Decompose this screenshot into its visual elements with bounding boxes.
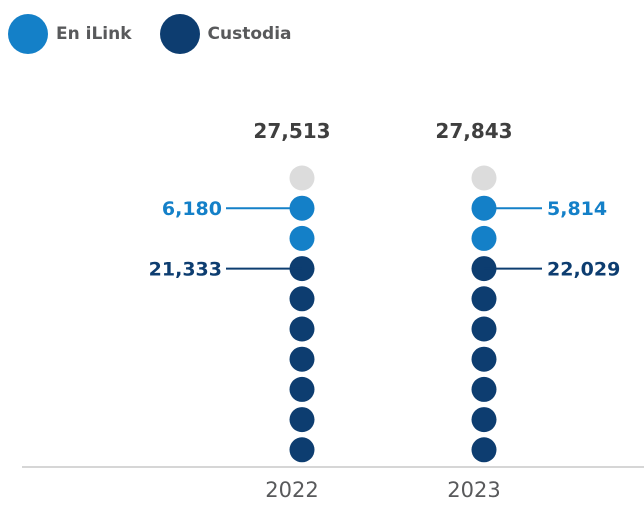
legend-swatch-custodia: [159, 14, 200, 54]
total-label-2023: 27,843: [435, 119, 512, 143]
dot-custodia-2023-6: [471, 346, 497, 372]
dot-custodia-2023-4: [471, 286, 497, 312]
dot-custodia-2022-4: [289, 286, 315, 312]
category-label-2023: 2023: [447, 478, 500, 502]
dot-custodia-2023-5: [471, 316, 497, 342]
dot-custodia-2022-8: [289, 407, 315, 433]
dot-custodia-2022-9: [289, 437, 315, 463]
legend-label-custodia: Custodia: [207, 24, 292, 44]
legend-swatch-en-ilink: [8, 14, 48, 54]
dot-custodia-2023-7: [471, 376, 497, 402]
dot-custodia-2023-9: [471, 437, 497, 463]
dot-en-ilink-2022-2: [289, 225, 315, 251]
value-label-custodia-2022: 21,333: [149, 259, 222, 281]
dot-custodia-2022-7: [289, 376, 315, 402]
dot-en-ilink-2023-2: [471, 225, 497, 251]
dot-other-2023-0: [471, 165, 497, 191]
category-label-2022: 2022: [265, 478, 318, 502]
dot-other-2022-0: [289, 165, 315, 191]
total-label-2022: 27,513: [253, 119, 330, 143]
dot-custodia-2022-6: [289, 346, 315, 372]
legend-item-en-ilink: En iLink: [8, 14, 132, 54]
dot-custodia-2023-8: [471, 407, 497, 433]
value-label-custodia-2023: 22,029: [547, 259, 620, 281]
dot-custodia-2022-5: [289, 316, 315, 342]
legend: En iLink Custodia: [8, 14, 320, 54]
value-label-en-ilink-2022: 6,180: [162, 198, 222, 220]
legend-item-custodia: Custodia: [159, 14, 292, 54]
legend-label-en-ilink: En iLink: [56, 24, 132, 44]
value-label-en-ilink-2023: 5,814: [547, 198, 607, 220]
